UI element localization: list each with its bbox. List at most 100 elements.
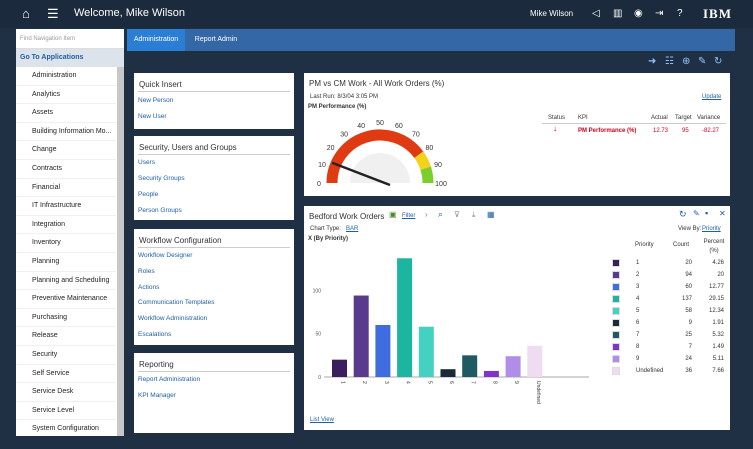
wo-close-icon[interactable]: ✕ (719, 209, 726, 218)
sidebar-item[interactable]: Service Desk (16, 383, 116, 402)
priority-cell: 9 (636, 356, 640, 362)
link-workflow-designer[interactable]: Workflow Designer (138, 252, 193, 259)
table-row[interactable]: 5 58 12.34 (604, 306, 728, 318)
count-cell: 94 (685, 272, 692, 278)
table-icon[interactable]: ▦ (487, 210, 495, 219)
filter-icon[interactable]: ▣ (389, 210, 397, 219)
table-row[interactable]: 2 94 20 (604, 270, 728, 282)
link-workflow-administration[interactable]: Workflow Administration (138, 315, 208, 322)
filter-link[interactable]: Filter (402, 213, 416, 219)
ibm-logo: IBM (703, 6, 732, 21)
table-row[interactable]: 8 7 1.49 (604, 342, 728, 354)
sidebar-item[interactable]: IT Infrastructure (16, 197, 116, 216)
link-roles[interactable]: Roles (138, 268, 155, 275)
download-icon[interactable]: ⤓ (472, 210, 476, 219)
sidebar-item[interactable]: Analytics (16, 86, 116, 105)
go-to-applications[interactable]: Go To Applications (16, 49, 124, 67)
sidebar-item[interactable]: Inventory (16, 234, 116, 253)
link-new-user[interactable]: New User (138, 113, 167, 120)
x-tick-label: 6 (448, 381, 454, 384)
home-icon[interactable]: ⌂ (22, 6, 30, 21)
sidebar-item[interactable]: Financial (16, 179, 116, 198)
sidebar-item[interactable]: Planning and Scheduling (16, 272, 116, 291)
bar (353, 295, 369, 377)
kpi-row-name[interactable]: PM Performance (%) (578, 128, 637, 134)
sidebar-item[interactable]: Self Service (16, 365, 116, 384)
x-tick-label: 3 (383, 381, 389, 384)
edit-icon[interactable]: ✎ (698, 56, 707, 67)
link-security-groups[interactable]: Security Groups (138, 175, 185, 182)
sidebar-list: Administration Analytics Assets Building In… (16, 67, 116, 436)
sidebar-item[interactable]: Planning (16, 253, 116, 272)
percent-cell: 20 (717, 272, 724, 278)
sidebar-item[interactable]: Security (16, 346, 116, 365)
sidebar-item[interactable]: Service Level (16, 402, 116, 421)
table-row[interactable]: 1 20 4.26 (604, 258, 728, 270)
view-by-value[interactable]: Priority (702, 226, 721, 232)
refresh-icon[interactable]: ↻ (714, 56, 723, 67)
sidebar-item[interactable]: Purchasing (16, 309, 116, 328)
clear-filter-icon[interactable]: ⊽ (454, 210, 460, 219)
gauge-tick-label: 70 (412, 132, 420, 139)
link-users[interactable]: Users (138, 159, 155, 166)
link-kpi-manager[interactable]: KPI Manager (138, 392, 176, 399)
sidebar-item[interactable]: Integration (16, 216, 116, 235)
link-communication-templates[interactable]: Communication Templates (138, 299, 215, 306)
chart-type-value[interactable]: BAR (346, 226, 359, 232)
wo-refresh-icon[interactable]: ↻ (679, 209, 687, 219)
tab-report-admin[interactable]: Report Admin (194, 36, 238, 43)
table-row[interactable]: 4 137 29.15 (604, 294, 728, 306)
sidebar-item[interactable]: Assets (16, 104, 116, 123)
logout-icon[interactable]: ⇥ (655, 8, 664, 19)
col-kpi: KPI (578, 115, 588, 121)
legend-swatch (612, 307, 620, 315)
col-variance: Variance (697, 115, 721, 121)
menu-icon[interactable]: ☰ (47, 6, 59, 21)
x-tick-label: 4 (405, 381, 411, 384)
priority-cell: 7 (636, 332, 640, 338)
sidebar-item[interactable]: Change (16, 141, 116, 160)
wo-edit-icon[interactable]: ✎ (693, 209, 700, 218)
link-escalations[interactable]: Escalations (138, 331, 172, 338)
chevron-right-icon[interactable]: › (425, 210, 428, 219)
add-icon[interactable]: ⊕ (682, 56, 691, 67)
sidebar-item[interactable]: Building Information Mo... (16, 123, 116, 142)
nav-search-input[interactable]: Find Navigation Item (16, 29, 124, 49)
sidebar-item[interactable]: Contracts (16, 160, 116, 179)
view-by-label: View By: (678, 226, 702, 232)
link-actions[interactable]: Actions (138, 284, 160, 291)
priority-cell: Undefined (636, 368, 664, 374)
arrow-right-icon[interactable]: ➜ (648, 56, 657, 67)
list-view-link[interactable]: List View (310, 417, 334, 423)
priority-cell: 5 (636, 308, 640, 314)
link-new-person[interactable]: New Person (138, 97, 174, 104)
table-row[interactable]: 9 24 5.11 (604, 354, 728, 366)
sidebar-scrollbar[interactable] (117, 67, 124, 436)
search-icon[interactable]: ⌕ (438, 209, 444, 219)
table-row[interactable]: Undefined 36 7.66 (604, 366, 728, 378)
bar (462, 355, 478, 377)
legend-swatch (612, 367, 620, 375)
quick-insert-panel: Quick Insert New Person New User (134, 73, 294, 129)
user-icon[interactable]: ◉ (634, 8, 643, 19)
sidebar-item[interactable]: System Configuration (16, 420, 116, 436)
sidebar-item[interactable]: Administration (16, 67, 116, 86)
bar (505, 356, 521, 377)
priority-cell: 3 (636, 284, 640, 290)
table-row[interactable]: 3 60 12.77 (604, 282, 728, 294)
user-name[interactable]: Mike Wilson (530, 9, 574, 18)
link-people[interactable]: People (138, 191, 159, 198)
megaphone-icon[interactable]: ◁ (592, 8, 600, 19)
table-row[interactable]: 7 25 5.32 (604, 330, 728, 342)
chart-icon[interactable]: ▥ (613, 8, 623, 19)
sidebar-item[interactable]: Preventive Maintenance (16, 290, 116, 309)
update-link[interactable]: Update (702, 94, 722, 100)
tab-administration[interactable]: Administration (127, 29, 185, 51)
link-person-groups[interactable]: Person Groups (138, 207, 182, 214)
wo-export-icon[interactable]: ▪ (705, 208, 709, 218)
help-icon[interactable]: ? (677, 8, 683, 19)
sidebar-item[interactable]: Release (16, 327, 116, 346)
link-report-administration[interactable]: Report Administration (138, 376, 201, 383)
table-row[interactable]: 6 9 1.91 (604, 318, 728, 330)
settings-sliders-icon[interactable]: ☷ (665, 56, 674, 67)
